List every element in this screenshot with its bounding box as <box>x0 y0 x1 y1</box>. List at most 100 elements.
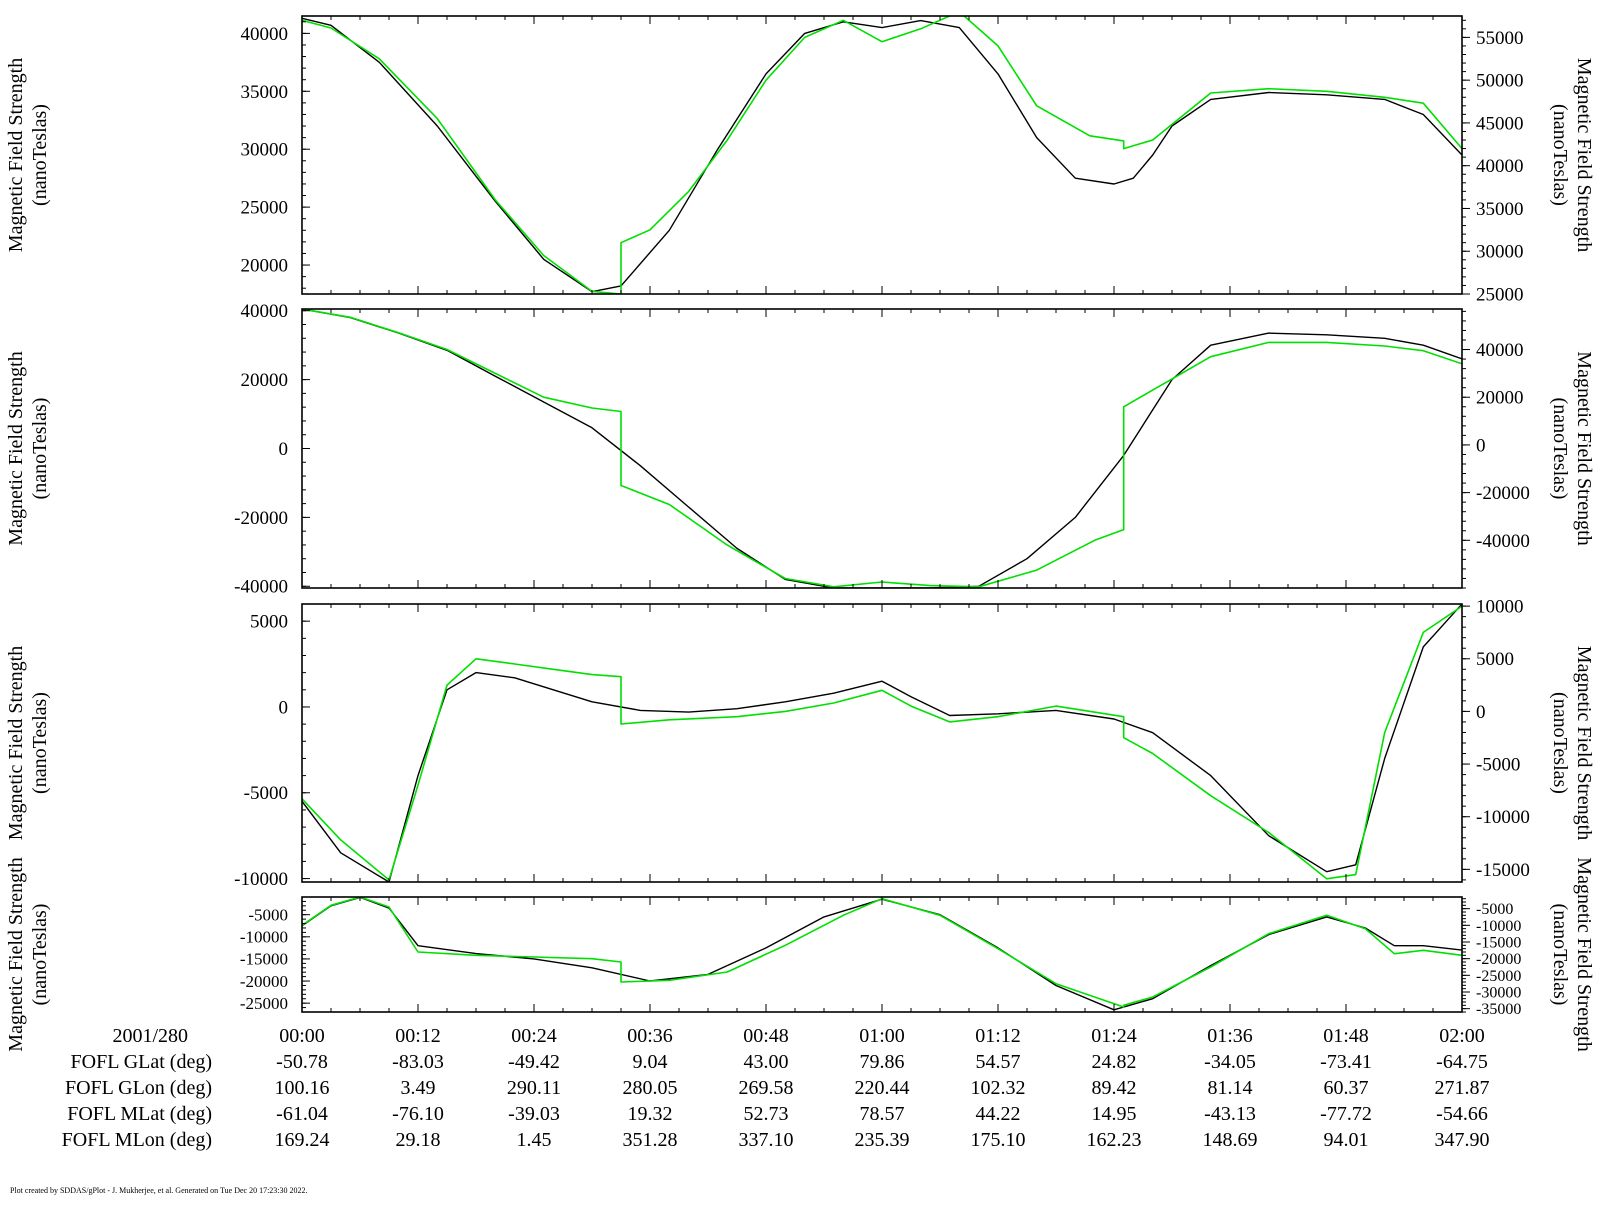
panel-3: -10000 -5000 0 5000 -15000 -10000 -5000 0 5000 10… <box>5 597 1595 890</box>
left-y-tick-label: -20000 <box>234 508 288 529</box>
ephemeris-value: 24.82 <box>1092 1051 1137 1073</box>
ephemeris-value: -34.05 <box>1204 1051 1256 1073</box>
right-y-tick-label: 45000 <box>1476 113 1524 134</box>
right-y-tick-label: -15000 <box>1476 934 1521 951</box>
ephemeris-row-label: FOFL GLon (deg) <box>65 1077 212 1099</box>
ephemeris-value: 19.32 <box>628 1103 673 1125</box>
ephemeris-value: 280.05 <box>623 1077 678 1099</box>
left-axis-title: Magnetic Field Strength (nanoTeslas) <box>5 351 51 545</box>
ephemeris-value: -76.10 <box>392 1103 444 1125</box>
ephemeris-value: -39.03 <box>508 1103 560 1125</box>
left-y-tick-label: -40000 <box>234 577 288 598</box>
panel-3-frame <box>301 603 1463 883</box>
x-tick-label: 00:48 <box>743 1025 789 1047</box>
panel-4: -25000-20000-15000-10000-5000-35000-3000… <box>5 857 1595 1051</box>
ephemeris-value: 81.14 <box>1208 1077 1253 1099</box>
panel-1: 20000 25000 30000 35000 40000 25000 30000 35000… <box>5 15 1595 305</box>
panel-2-series-black <box>302 309 1462 588</box>
ephemeris-value: 337.10 <box>739 1129 794 1151</box>
left-axis-title: Magnetic Field Strength (nanoTeslas) <box>5 857 51 1051</box>
ephemeris-value: -64.75 <box>1436 1051 1488 1073</box>
panel-1-series-black <box>302 17 1462 293</box>
panel-4-series-black <box>302 897 1462 1011</box>
left-y-tick-label: 20000 <box>241 370 289 391</box>
x-tick-label: 00:00 <box>279 1025 325 1047</box>
ephemeris-value: -50.78 <box>276 1051 328 1073</box>
right-y-tick-label: -35000 <box>1476 1001 1521 1018</box>
ephemeris-value: 44.22 <box>976 1103 1021 1125</box>
date-label: 2001/280 <box>112 1025 188 1047</box>
ephemeris-value: 14.95 <box>1092 1103 1137 1125</box>
x-tick-label: 01:48 <box>1323 1025 1369 1047</box>
ephemeris-value: -73.41 <box>1320 1051 1372 1073</box>
ephemeris-value: 220.44 <box>855 1077 910 1099</box>
right-y-tick-label: 40000 <box>1476 156 1524 177</box>
right-y-tick-label: 0 <box>1476 702 1486 723</box>
left-y-tick-label: 0 <box>279 439 289 460</box>
ephemeris-value: -43.13 <box>1204 1103 1256 1125</box>
left-y-tick-label: -20000 <box>240 972 288 991</box>
ephemeris-value: -61.04 <box>276 1103 328 1125</box>
ephemeris-value: 290.11 <box>507 1077 561 1099</box>
panel-2-series-green <box>302 309 1462 588</box>
left-y-tick-label: -15000 <box>240 950 288 969</box>
ephemeris-value: 169.24 <box>275 1129 330 1151</box>
x-tick-label: 02:00 <box>1439 1025 1485 1047</box>
right-y-tick-label: -10000 <box>1476 918 1521 935</box>
left-y-tick-label: 25000 <box>241 198 289 219</box>
ephemeris-value: -49.42 <box>508 1051 560 1073</box>
right-axis-title: Magnetic Field Strength(nanoTeslas) <box>1549 646 1595 840</box>
ephemeris-table: 2001/280 00:00 00:12 00:24 00:36 00:48 01:00 01… <box>62 1025 1490 1151</box>
panel-3-series-green <box>302 605 1462 881</box>
ephemeris-value: 351.28 <box>623 1129 678 1151</box>
left-y-tick-label: -10000 <box>240 928 288 947</box>
right-y-tick-label: -15000 <box>1476 860 1530 881</box>
right-y-tick-label: -30000 <box>1476 984 1521 1001</box>
left-axis-title: Magnetic Field Strength (nanoTeslas) <box>5 646 51 840</box>
ephemeris-row-label: FOFL MLon (deg) <box>62 1129 212 1151</box>
ephemeris-value: 89.42 <box>1092 1077 1137 1099</box>
right-y-tick-label: 20000 <box>1476 388 1524 409</box>
ephemeris-value: 94.01 <box>1324 1129 1369 1151</box>
ephemeris-value: 29.18 <box>396 1129 441 1151</box>
left-y-tick-label: 40000 <box>241 24 289 45</box>
right-y-tick-label: -5000 <box>1476 901 1513 918</box>
ephemeris-value: 347.90 <box>1435 1129 1490 1151</box>
right-y-tick-label: -25000 <box>1476 968 1521 985</box>
ephemeris-value: 78.57 <box>860 1103 905 1125</box>
ephemeris-value: 43.00 <box>744 1051 789 1073</box>
panel-2-frame <box>301 308 1463 589</box>
ephemeris-value: 162.23 <box>1087 1129 1142 1151</box>
left-y-tick-label: -5000 <box>244 783 288 804</box>
ephemeris-value: 9.04 <box>633 1051 668 1073</box>
right-y-tick-label: -20000 <box>1476 483 1530 504</box>
right-y-tick-label: -5000 <box>1476 755 1520 776</box>
ephemeris-value: 175.10 <box>971 1129 1026 1151</box>
ephemeris-value: 271.87 <box>1435 1077 1490 1099</box>
ephemeris-value: 3.49 <box>401 1077 436 1099</box>
ephemeris-value: 100.16 <box>275 1077 330 1099</box>
ephemeris-value: -83.03 <box>392 1051 444 1073</box>
left-y-tick-label: 40000 <box>241 301 289 322</box>
ephemeris-value: 1.45 <box>517 1129 552 1151</box>
right-y-tick-label: 0 <box>1476 435 1486 456</box>
right-axis-title: Magnetic Field Strength(nanoTeslas) <box>1549 58 1595 252</box>
left-y-tick-label: 30000 <box>241 140 289 161</box>
left-y-tick-label: 20000 <box>241 256 289 277</box>
x-tick-label: 01:24 <box>1091 1025 1137 1047</box>
ephemeris-value: 52.73 <box>744 1103 789 1125</box>
x-tick-label: 00:12 <box>395 1025 441 1047</box>
panel-2: -40000 -20000 0 20000 40000 -40000 -20000 0 2000… <box>5 301 1595 598</box>
x-tick-label: 01:00 <box>859 1025 905 1047</box>
ephemeris-value: -77.72 <box>1320 1103 1372 1125</box>
ephemeris-value: 235.39 <box>855 1129 910 1151</box>
left-y-tick-label: -25000 <box>240 994 288 1013</box>
left-y-tick-label: -10000 <box>234 869 288 890</box>
ephemeris-value: 79.86 <box>860 1051 905 1073</box>
footer-credit: Plot created by SDDAS/gPlot - J. Mukherj… <box>10 1186 308 1195</box>
panel-4-series-green <box>302 897 1462 1008</box>
ephemeris-value: 148.69 <box>1203 1129 1258 1151</box>
panel-1-series-green <box>302 16 1462 294</box>
